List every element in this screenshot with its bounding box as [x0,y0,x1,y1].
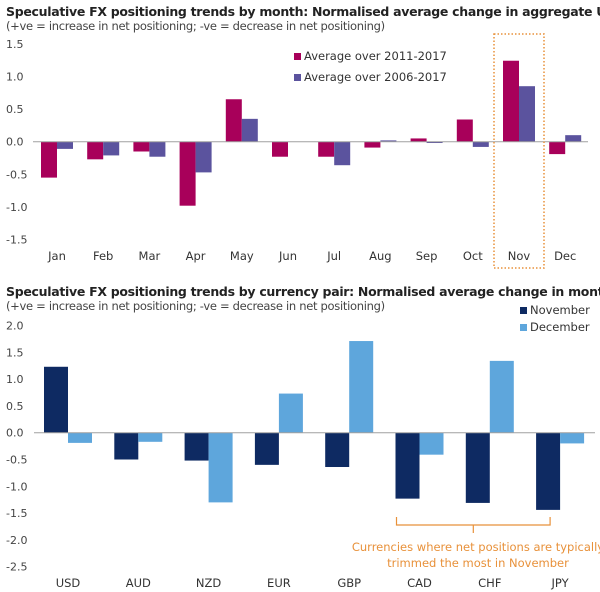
annotation-bracket [395,517,551,533]
x-tick-label: Jan [47,249,66,263]
bar-average-over-2006-2017-oct [472,141,489,147]
x-tick-label: Sep [416,249,438,263]
bar-average-over-2011-2017-nov [503,60,519,142]
annotation-text: Currencies where net positions are typic… [352,540,600,554]
legend-label: November [530,303,590,317]
bar-december-eur [278,393,303,433]
y-tick-label: 0.0 [6,427,24,440]
bar-november-gbp [325,432,350,468]
chart2-title: Speculative FX positioning trends by cur… [6,284,600,299]
bar-average-over-2011-2017-sep [410,138,427,142]
legend-swatch [294,53,301,60]
bar-november-chf [465,432,490,503]
x-tick-label: Nov [508,249,531,263]
x-tick-label: Oct [463,249,483,263]
x-tick-label: CHF [478,576,501,590]
x-tick-label: Dec [554,249,576,263]
bar-december-nzd [208,432,233,503]
y-tick-label: -1.0 [6,480,27,493]
bar-december-chf [489,360,514,433]
bar-average-over-2011-2017-aug [364,141,381,148]
legend-label: Average over 2006-2017 [304,70,447,84]
bar-december-jpy [560,432,585,444]
bar-average-over-2006-2017-may [241,118,258,142]
y-tick-label: 1.0 [6,373,24,386]
bar-november-usd [44,366,68,433]
bar-average-over-2011-2017-feb [87,141,104,160]
x-tick-label: NZD [196,576,221,590]
bar-average-over-2011-2017-dec [549,141,566,155]
y-tick-label: -0.5 [6,454,27,467]
x-tick-label: Jun [278,249,297,263]
y-tick-label: -2.0 [6,534,27,547]
bar-average-over-2011-2017-oct [456,119,473,142]
bar-average-over-2006-2017-jan [57,141,73,149]
bar-average-over-2006-2017-mar [149,141,166,157]
x-tick-label: GBP [337,576,361,590]
bar-average-over-2006-2017-dec [565,135,582,142]
x-tick-label: Apr [186,249,206,263]
x-tick-label: Feb [93,249,113,263]
bar-average-over-2011-2017-jul [318,141,335,157]
legend-swatch [520,307,527,314]
x-tick-label: USD [56,576,81,590]
legend-label: December [530,320,590,334]
y-tick-label: -0.5 [6,168,27,181]
legend-label: Average over 2011-2017 [304,49,447,63]
y-tick-label: 1.5 [6,38,24,51]
bar-november-nzd [184,432,209,461]
x-tick-label: EUR [267,576,291,590]
x-tick-label: AUD [126,576,151,590]
chart1-subtitle: (+ve = increase in net positioning; -ve … [6,19,385,33]
y-tick-label: 2.0 [6,320,24,333]
x-tick-label: Jul [326,249,341,263]
y-tick-label: -1.5 [6,234,27,247]
legend-swatch [294,74,301,81]
annotation-text: trimmed the most in November [387,556,569,570]
y-tick-label: -2.5 [6,561,27,574]
bar-november-aud [114,432,139,460]
y-tick-label: 1.0 [6,70,24,83]
x-tick-label: CAD [407,576,432,590]
bar-average-over-2011-2017-apr [179,141,196,206]
bar-december-gbp [349,341,374,433]
chart2-subtitle: (+ve = increase in net positioning; -ve … [6,299,385,313]
x-tick-label: May [230,249,254,263]
bar-average-over-2006-2017-jul [334,141,351,166]
bar-average-over-2011-2017-mar [133,141,150,152]
bar-average-over-2011-2017-jan [41,141,57,178]
y-tick-label: 0.5 [6,103,24,116]
y-tick-label: 1.5 [6,346,24,359]
y-tick-label: -1.5 [6,507,27,520]
bar-average-over-2006-2017-sep [426,141,443,144]
x-tick-label: Aug [369,249,391,263]
legend-swatch [520,324,527,331]
bar-november-jpy [536,432,561,510]
highlight-box-nov [493,33,545,269]
x-tick-label: Mar [139,249,161,263]
bar-average-over-2011-2017-may [225,99,242,142]
x-tick-label: JPY [551,576,570,590]
y-tick-label: -1.0 [6,201,27,214]
bar-average-over-2006-2017-feb [103,141,120,156]
bar-average-over-2006-2017-apr [195,141,212,173]
bar-november-eur [254,432,279,465]
chart1-title: Speculative FX positioning trends by mon… [6,4,600,19]
bar-average-over-2006-2017-nov [519,86,535,142]
bar-average-over-2011-2017-jun [272,141,288,157]
chart-monthly-positioning: 1.5 1.0 0.5 0.0 -0.5 -1.0 -1.5 Jan Feb Mar Apr May J… [6,33,588,269]
bar-december-cad [419,432,444,455]
bar-december-aud [138,432,163,442]
y-tick-label: 0.5 [6,400,24,413]
y-tick-label: 0.0 [6,136,24,149]
bar-average-over-2006-2017-aug [380,140,397,142]
bar-december-usd [68,432,92,443]
bar-november-cad [395,432,420,499]
